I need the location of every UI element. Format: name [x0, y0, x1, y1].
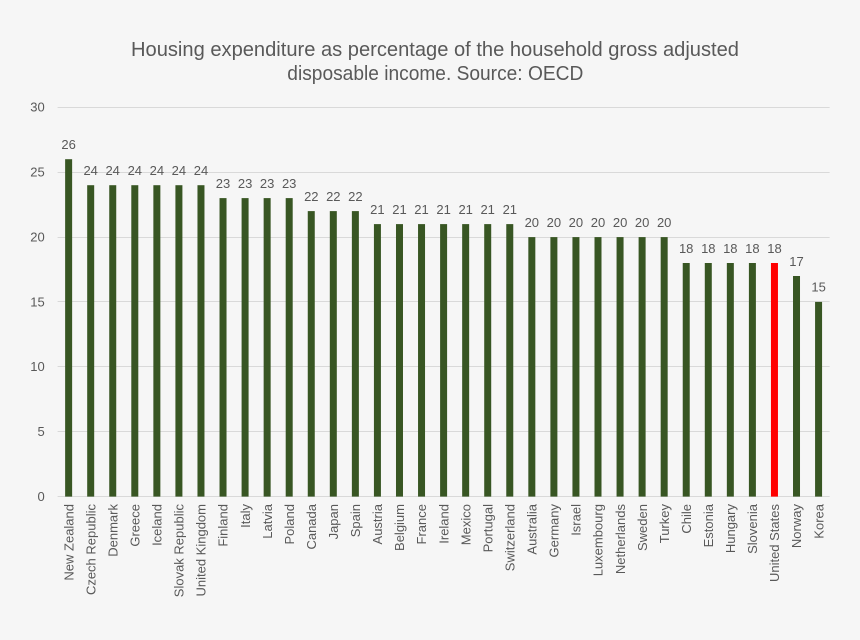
svg-text:24: 24	[172, 163, 186, 178]
svg-text:23: 23	[216, 176, 230, 191]
svg-text:Japan: Japan	[326, 504, 341, 539]
svg-text:Switzerland: Switzerland	[502, 504, 517, 571]
svg-text:Italy: Italy	[238, 504, 253, 528]
svg-text:24: 24	[128, 163, 142, 178]
svg-text:Czech Republic: Czech Republic	[83, 504, 98, 596]
svg-text:Slovenia: Slovenia	[745, 503, 760, 554]
svg-text:20: 20	[591, 215, 605, 230]
svg-text:Germany: Germany	[547, 504, 562, 558]
svg-text:France: France	[414, 504, 429, 544]
svg-text:Denmark: Denmark	[105, 504, 120, 557]
svg-text:15: 15	[30, 294, 44, 309]
svg-text:21: 21	[436, 202, 450, 217]
svg-text:30: 30	[30, 100, 44, 115]
svg-text:United Kingdom: United Kingdom	[194, 504, 209, 597]
svg-text:20: 20	[30, 230, 44, 245]
svg-text:Australia: Australia	[525, 503, 540, 554]
svg-text:18: 18	[745, 241, 759, 256]
svg-text:Portugal: Portugal	[480, 504, 495, 553]
svg-text:15: 15	[811, 280, 825, 295]
svg-text:21: 21	[392, 202, 406, 217]
svg-text:20: 20	[657, 215, 671, 230]
svg-text:22: 22	[326, 189, 340, 204]
svg-text:0: 0	[37, 489, 44, 504]
svg-text:24: 24	[150, 163, 164, 178]
svg-text:Belgium: Belgium	[392, 504, 407, 551]
svg-text:18: 18	[767, 241, 781, 256]
svg-text:Greece: Greece	[128, 504, 143, 547]
svg-text:Iceland: Iceland	[150, 504, 165, 546]
svg-text:Housing expenditure as percent: Housing expenditure as percentage of the…	[131, 39, 739, 61]
svg-text:Norway: Norway	[789, 504, 804, 549]
svg-text:Netherlands: Netherlands	[613, 504, 628, 575]
svg-text:26: 26	[61, 137, 75, 152]
svg-text:Spain: Spain	[348, 504, 363, 537]
svg-text:21: 21	[370, 202, 384, 217]
svg-text:20: 20	[547, 215, 561, 230]
svg-text:Austria: Austria	[370, 503, 385, 544]
svg-text:18: 18	[723, 241, 737, 256]
svg-text:25: 25	[30, 165, 44, 180]
svg-text:New Zealand: New Zealand	[61, 504, 76, 581]
svg-text:18: 18	[679, 241, 693, 256]
svg-text:21: 21	[480, 202, 494, 217]
svg-text:22: 22	[304, 189, 318, 204]
svg-text:Canada: Canada	[304, 503, 319, 549]
svg-text:Chile: Chile	[679, 504, 694, 534]
svg-text:20: 20	[613, 215, 627, 230]
svg-text:Slovak Republic: Slovak Republic	[172, 504, 187, 598]
svg-text:20: 20	[635, 215, 649, 230]
svg-text:Finland: Finland	[216, 504, 231, 547]
svg-text:Turkey: Turkey	[657, 504, 672, 544]
svg-text:20: 20	[569, 215, 583, 230]
svg-text:5: 5	[37, 424, 44, 439]
svg-text:Ireland: Ireland	[436, 504, 451, 544]
svg-text:disposable income. Source: OEC: disposable income. Source: OECD	[287, 63, 583, 85]
svg-text:24: 24	[194, 163, 208, 178]
svg-text:Poland: Poland	[282, 504, 297, 544]
svg-text:24: 24	[105, 163, 119, 178]
svg-text:22: 22	[348, 189, 362, 204]
svg-text:21: 21	[458, 202, 472, 217]
svg-text:Estonia: Estonia	[701, 503, 716, 547]
svg-text:23: 23	[260, 176, 274, 191]
svg-text:Israel: Israel	[569, 504, 584, 536]
svg-text:Luxembourg: Luxembourg	[591, 504, 606, 576]
svg-text:United States: United States	[767, 504, 782, 583]
svg-text:21: 21	[503, 202, 517, 217]
svg-text:10: 10	[30, 359, 44, 374]
svg-text:24: 24	[83, 163, 97, 178]
svg-text:Hungary: Hungary	[723, 504, 738, 554]
svg-text:20: 20	[525, 215, 539, 230]
svg-text:Latvia: Latvia	[260, 503, 275, 538]
svg-text:23: 23	[282, 176, 296, 191]
svg-text:Mexico: Mexico	[458, 504, 473, 545]
svg-text:Sweden: Sweden	[635, 504, 650, 551]
svg-text:23: 23	[238, 176, 252, 191]
svg-text:18: 18	[701, 241, 715, 256]
svg-text:Korea: Korea	[811, 503, 826, 538]
svg-text:21: 21	[414, 202, 428, 217]
svg-text:17: 17	[789, 254, 803, 269]
